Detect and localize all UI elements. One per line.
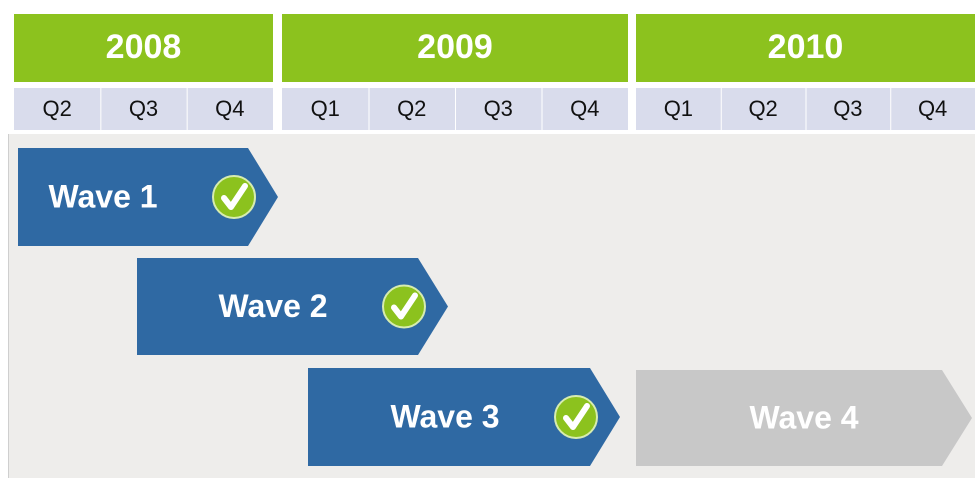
quarter-cell (806, 88, 891, 130)
wave-label: Wave 2 (218, 288, 327, 324)
wave-label: Wave 4 (749, 399, 858, 435)
year-label: 2010 (768, 28, 844, 66)
check-mark (563, 403, 590, 430)
quarter-label: Q3 (129, 96, 158, 121)
check-mark (391, 292, 418, 320)
quarter-label: Q1 (311, 96, 340, 121)
quarter-label: Q2 (397, 96, 426, 121)
quarter-label: Q4 (570, 96, 599, 121)
quarter-cell (282, 88, 369, 130)
quarter-cell (721, 88, 806, 130)
quarter-cell (636, 88, 721, 130)
quarter-cell (891, 88, 975, 130)
quarter-label: Q3 (833, 96, 862, 121)
wave-arrow (18, 148, 278, 246)
year-label: 2009 (417, 28, 493, 66)
year-label: 2008 (106, 28, 182, 66)
quarter-cell (542, 88, 628, 130)
year-header (636, 14, 975, 82)
quarter-label: Q2 (748, 96, 777, 121)
quarter-cell (101, 88, 187, 130)
quarter-cell (187, 88, 273, 130)
quarter-label: Q4 (918, 96, 947, 121)
check-mark (221, 183, 248, 210)
check-circle (212, 175, 256, 219)
wave-arrow (308, 368, 620, 466)
check-circle (382, 284, 426, 329)
quarter-cell (369, 88, 455, 130)
quarter-label: Q3 (484, 96, 513, 121)
wave-arrow (636, 370, 972, 466)
wave-label: Wave 3 (390, 398, 499, 434)
quarter-label: Q2 (42, 96, 71, 121)
quarter-cell (456, 88, 542, 130)
wave-label: Wave 1 (48, 178, 157, 214)
quarter-label: Q1 (664, 96, 693, 121)
year-header (282, 14, 628, 82)
wave-arrow (137, 258, 448, 355)
quarter-label: Q4 (215, 96, 244, 121)
check-circle (554, 395, 598, 439)
year-header (14, 14, 273, 82)
quarter-cell (14, 88, 101, 130)
